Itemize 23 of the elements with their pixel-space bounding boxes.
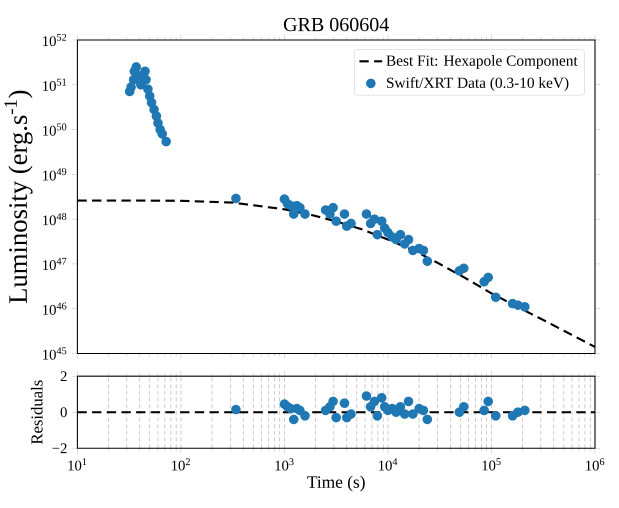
x-tick-label: 10$^{2}$ (172, 458, 190, 470)
y-tick-label: 2 (60, 371, 67, 381)
y-tick-label: 10$^{50}$ (43, 123, 66, 136)
y-tick-label: 10$^{52}$ (43, 34, 66, 46)
x-tick-label: 10$^{4}$ (379, 458, 398, 470)
y-tick-label: 10$^{45}$ (43, 347, 66, 360)
y-tick-label: 10$^{47}$ (43, 258, 66, 270)
x-tick-label: 10$^{6}$ (586, 458, 604, 470)
y-tick-label: 10$^{46}$ (43, 302, 66, 315)
chart-title: GRB 060604 (284, 18, 389, 32)
y-tick-label: −2 (52, 443, 67, 453)
x-axis-title: Time (s) (307, 476, 365, 492)
legend-label: Swift/XRT Data (0.3-10 keV) (386, 76, 568, 91)
x-tick-label: 10$^{1}$ (68, 458, 86, 470)
y-tick-label: 10$^{48}$ (43, 212, 66, 226)
y-axis-title: Luminosity (erg.s$^{-1}$) (4, 90, 33, 304)
y-axis-title: Residuals (30, 380, 43, 444)
y-tick-label: 10$^{49}$ (43, 168, 66, 180)
x-tick-label: 10$^{3}$ (275, 458, 294, 470)
y-tick-label: 10$^{51}$ (43, 78, 66, 91)
x-tick-label: 10$^{5}$ (482, 458, 501, 470)
legend-label: Best Fit: Hexapole Component (386, 54, 578, 69)
y-tick-label: 0 (60, 407, 67, 418)
